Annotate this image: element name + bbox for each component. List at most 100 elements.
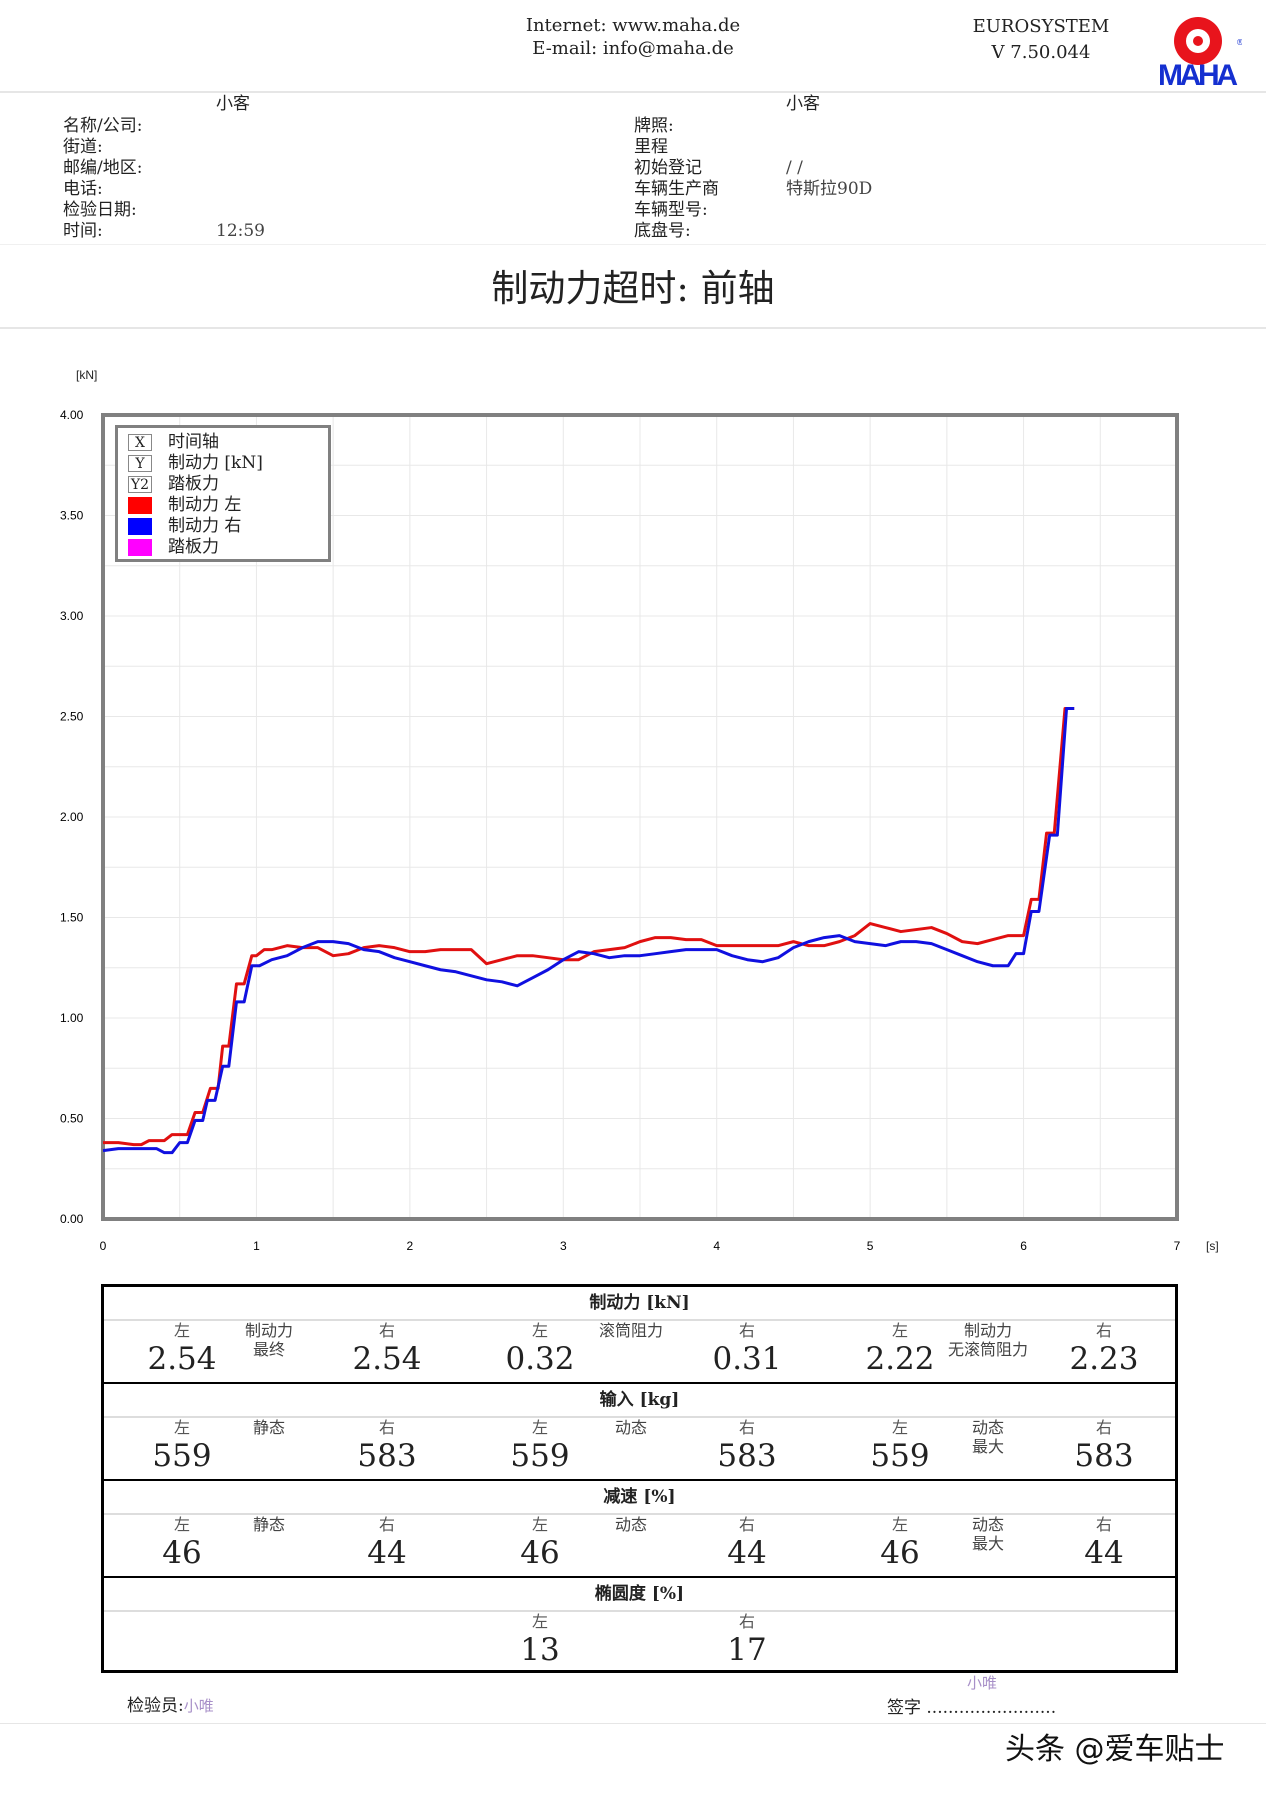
left-label: 左 [891,1418,909,1437]
y-tick-label: 2.50 [60,710,84,724]
left-label: 左 [531,1418,549,1437]
right-label: 右 [378,1418,396,1437]
left-label: 左 [891,1321,909,1340]
inspector-name: 小唯 [183,1697,214,1715]
caption: 滚筒阻力 [599,1321,663,1340]
caption: 动态 最大 [972,1418,1004,1456]
left-value: 13 [520,1632,560,1668]
email-text: E-mail: info@maha.de [532,38,734,59]
customer-field-label: 时间: [63,221,103,241]
right-value: 0.31 [712,1341,782,1377]
customer-field-label: 检验日期: [63,200,137,220]
y-tick-label: 0.00 [60,1212,84,1226]
y-axis-label: [kN] [76,368,98,382]
chart-legend: X 时间轴 Y 制动力 [kN] Y2 踏板力 制动力 左制动力 右 踏板力 [115,425,331,562]
y-tick-label: 1.00 [60,1011,84,1025]
right-label: 右 [378,1515,396,1534]
right-value: 44 [727,1535,767,1571]
svg-text:®: ® [1236,38,1242,47]
legend-key: X [128,434,152,451]
left-value: 46 [880,1535,920,1571]
page-title: 制动力超时: 前轴 [491,267,775,310]
vehicle-field-label: 车辆生产商 [634,179,719,199]
caption-line: 最大 [971,1534,1005,1553]
vehicle-field-label: 底盘号: [634,221,691,241]
y-tick-label: 3.50 [60,509,84,523]
caption-line: 制动力 [963,1321,1013,1340]
legend-label: 时间轴 [168,432,219,452]
left-value: 46 [162,1535,202,1571]
legend-item: Y 制动力 [kN] [128,453,263,474]
results-table: 制动力 [kN] 左右 2.54 2.54 制动力 最终左右 0.32 0.31 滚筒阻力左右 2… [101,1284,1178,1673]
inspector-label: 检验员: [127,1696,184,1716]
customer-field-value: 12:59 [216,221,265,241]
legend-swatch [128,497,152,514]
caption-line: 静态 [252,1515,286,1534]
left-value: 46 [520,1535,560,1571]
plot-frame [101,413,1179,1221]
caption: 静态 [253,1418,285,1437]
caption-line: 制动力 [244,1321,294,1340]
left-value: 2.54 [147,1341,217,1377]
y-tick-label: 0.50 [60,1112,84,1126]
section-title: 减速 [%] [104,1481,1175,1515]
right-label: 右 [1095,1515,1113,1534]
vehicle-field-value: 特斯拉90D [786,179,873,199]
x-tick-label: 4 [713,1239,720,1253]
caption-line: 最终 [252,1340,286,1359]
vehicle-field-label: 初始登记 [634,158,702,178]
customer-field-label: 名称/公司: [63,116,143,136]
right-value: 2.23 [1069,1341,1139,1377]
x-tick-label: 1 [253,1239,260,1253]
left-label: 左 [173,1321,191,1340]
right-value: 44 [367,1535,407,1571]
x-tick-label: 5 [867,1239,874,1253]
vehicle-category: 小客 [786,94,820,114]
legend-item: Y2 踏板力 [128,474,219,495]
caption-line: 静态 [252,1418,286,1437]
right-label: 右 [738,1612,756,1631]
caption-line: 动态 [971,1515,1005,1534]
caption: 动态 最大 [972,1515,1004,1553]
caption: 静态 [253,1515,285,1534]
caption-line: 滚筒阻力 [598,1321,664,1340]
signature-name: 小唯 [967,1674,998,1692]
left-value: 2.22 [865,1341,935,1377]
vehicle-field-label: 里程 [634,137,668,157]
maha-logo: MAHA ® [1158,17,1242,87]
vehicle-field-value: / / [786,158,803,178]
customer-category: 小客 [216,94,250,114]
legend-key: Y2 [128,476,152,493]
x-tick-label: 7 [1174,1239,1181,1253]
left-label: 左 [891,1515,909,1534]
right-value: 583 [1074,1438,1134,1474]
caption-line: 动态 [971,1418,1005,1437]
y-tick-label: 1.50 [60,911,84,925]
results-section: 制动力 [kN] 左右 2.54 2.54 制动力 最终左右 0.32 0.31 滚筒阻力左右 2… [104,1287,1175,1384]
legend-swatch [128,539,152,556]
legend-key: Y [128,455,152,472]
legend-item: X 时间轴 [128,432,219,453]
legend-item: 制动力 右 [128,516,241,537]
system-version: V 7.50.044 [991,42,1091,63]
watermark: 头条 @爱车贴士 [1005,1732,1225,1767]
x-tick-label: 6 [1020,1239,1027,1253]
series-line-left [103,706,1075,1147]
right-value: 583 [357,1438,417,1474]
right-label: 右 [738,1418,756,1437]
left-label: 左 [173,1418,191,1437]
left-value: 559 [870,1438,930,1474]
customer-field-label: 邮编/地区: [63,158,143,178]
legend-label: 踏板力 [168,474,219,494]
right-value: 44 [1084,1535,1124,1571]
brake-force-chart: 0 1 2 3 4 5 6 7 0.00 0.50 1.00 1.50 2.00 2.50 3.00 3.50… [60,408,1181,1253]
left-value: 559 [510,1438,570,1474]
series-line-right [102,706,1075,1155]
legend-label: 制动力 右 [168,516,242,536]
caption: 动态 [615,1418,647,1437]
left-value: 559 [152,1438,212,1474]
legend-item: 制动力 左 [128,495,241,516]
x-tick-label: 0 [100,1239,107,1253]
right-value: 17 [727,1632,767,1668]
